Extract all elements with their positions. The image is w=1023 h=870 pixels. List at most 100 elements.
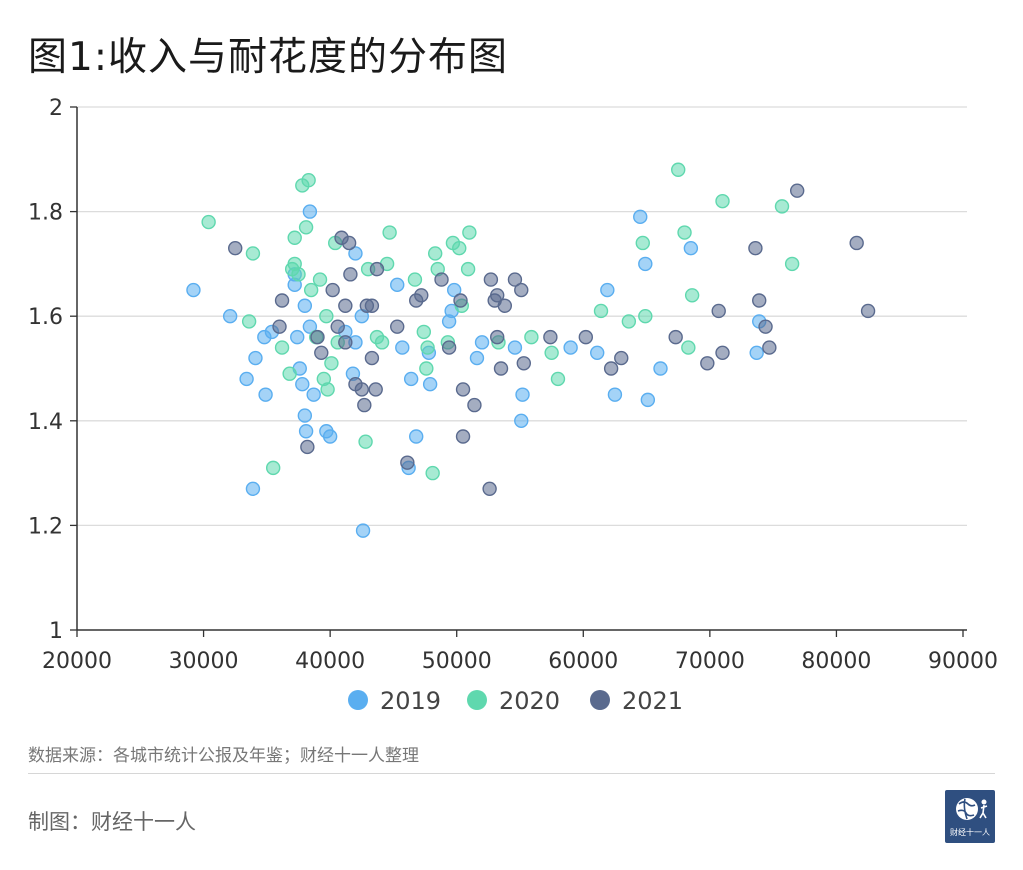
data-point [297, 408, 313, 423]
data-point [789, 183, 805, 198]
data-point [544, 345, 559, 361]
data-point [507, 272, 523, 287]
legend-marker [348, 690, 368, 710]
data-point [319, 309, 334, 324]
brand-logo-text: 财经十一人 [950, 828, 990, 837]
data-point [507, 340, 523, 355]
data-point [515, 387, 530, 402]
data-point [239, 371, 254, 387]
data-point [860, 303, 876, 319]
data-point [290, 329, 305, 345]
data-point [441, 340, 457, 355]
data-point [684, 288, 700, 303]
data-point [364, 298, 380, 313]
series-2020 [201, 162, 800, 481]
data-point [640, 392, 656, 408]
data-point [514, 413, 529, 428]
data-point [455, 429, 471, 444]
data-point [312, 272, 328, 287]
data-point [422, 376, 438, 392]
data-point [390, 319, 405, 334]
data-point [469, 350, 485, 366]
data-point [563, 340, 578, 355]
legend-label: 2020 [499, 687, 560, 715]
data-point [434, 272, 449, 287]
grid-lines [77, 106, 967, 527]
data-point [330, 319, 345, 334]
data-point [482, 481, 497, 496]
data-point [301, 173, 316, 188]
y-tick-label: 1 [49, 619, 63, 644]
series-2019 [186, 204, 767, 538]
data-point [600, 282, 615, 298]
x-tick-label: 90000 [928, 649, 998, 674]
legend[interactable]: 2019 2020 2021 [348, 687, 683, 715]
data-point [320, 382, 335, 397]
data-point [348, 246, 363, 261]
data-point [364, 350, 380, 366]
data-point [455, 382, 471, 397]
data-point [653, 361, 668, 376]
data-point [752, 293, 767, 308]
chart-maker-credit: 制图：财经十一人 [28, 810, 196, 834]
data-point [748, 241, 763, 256]
series-2021 [228, 183, 876, 496]
data-point [201, 214, 216, 230]
legend-item-2020[interactable]: 2020 [467, 687, 560, 715]
data-point [241, 314, 257, 329]
data-point [358, 434, 373, 449]
y-tick-label: 1.4 [28, 410, 63, 435]
data-point [749, 345, 764, 361]
data-point [272, 319, 287, 334]
data-point [483, 272, 499, 287]
data-point [248, 350, 263, 366]
data-point [343, 267, 358, 282]
x-tick-label: 30000 [169, 649, 239, 674]
scatter-chart: 1 1.2 1.4 1.6 1.8 2 20000 30000 40000 50000 60000… [28, 96, 998, 715]
data-point [677, 225, 692, 240]
data-point [590, 345, 605, 361]
data-point [298, 424, 314, 439]
data-point [638, 256, 653, 272]
data-point [322, 429, 338, 444]
data-point [603, 361, 619, 376]
data-point [514, 282, 529, 298]
data-point [403, 371, 419, 387]
data-point [400, 455, 415, 470]
data-point [516, 356, 531, 371]
x-tick-label: 50000 [422, 649, 492, 674]
x-tick-label: 60000 [548, 649, 618, 674]
x-tick-labels: 20000 30000 40000 50000 60000 70000 80000 90000 [42, 649, 998, 674]
data-point [274, 293, 290, 308]
legend-item-2021[interactable]: 2021 [590, 687, 683, 715]
data-point [407, 272, 423, 287]
data-points [186, 162, 876, 538]
data-point [681, 340, 696, 355]
data-point [446, 282, 462, 298]
data-point [395, 340, 410, 355]
data-point [490, 288, 505, 303]
data-point [497, 298, 513, 313]
data-point [302, 204, 318, 219]
data-point [784, 256, 800, 272]
data-point [490, 329, 505, 345]
data-point [291, 267, 306, 282]
data-point [633, 209, 648, 225]
data-point [543, 329, 558, 345]
chart-title: 图1:收入与耐花度的分布图 [28, 35, 508, 80]
data-point [310, 329, 325, 345]
data-point [467, 397, 482, 413]
legend-item-2019[interactable]: 2019 [348, 687, 441, 715]
data-point [427, 246, 443, 261]
data-point [324, 356, 339, 371]
data-point [668, 329, 683, 345]
data-point [295, 376, 310, 392]
axes [70, 106, 967, 637]
data-point [306, 387, 321, 402]
data-point [355, 523, 371, 538]
data-point [593, 303, 609, 319]
data-point [303, 282, 319, 298]
data-point [258, 387, 273, 402]
data-point [715, 345, 730, 361]
data-point [282, 366, 297, 381]
